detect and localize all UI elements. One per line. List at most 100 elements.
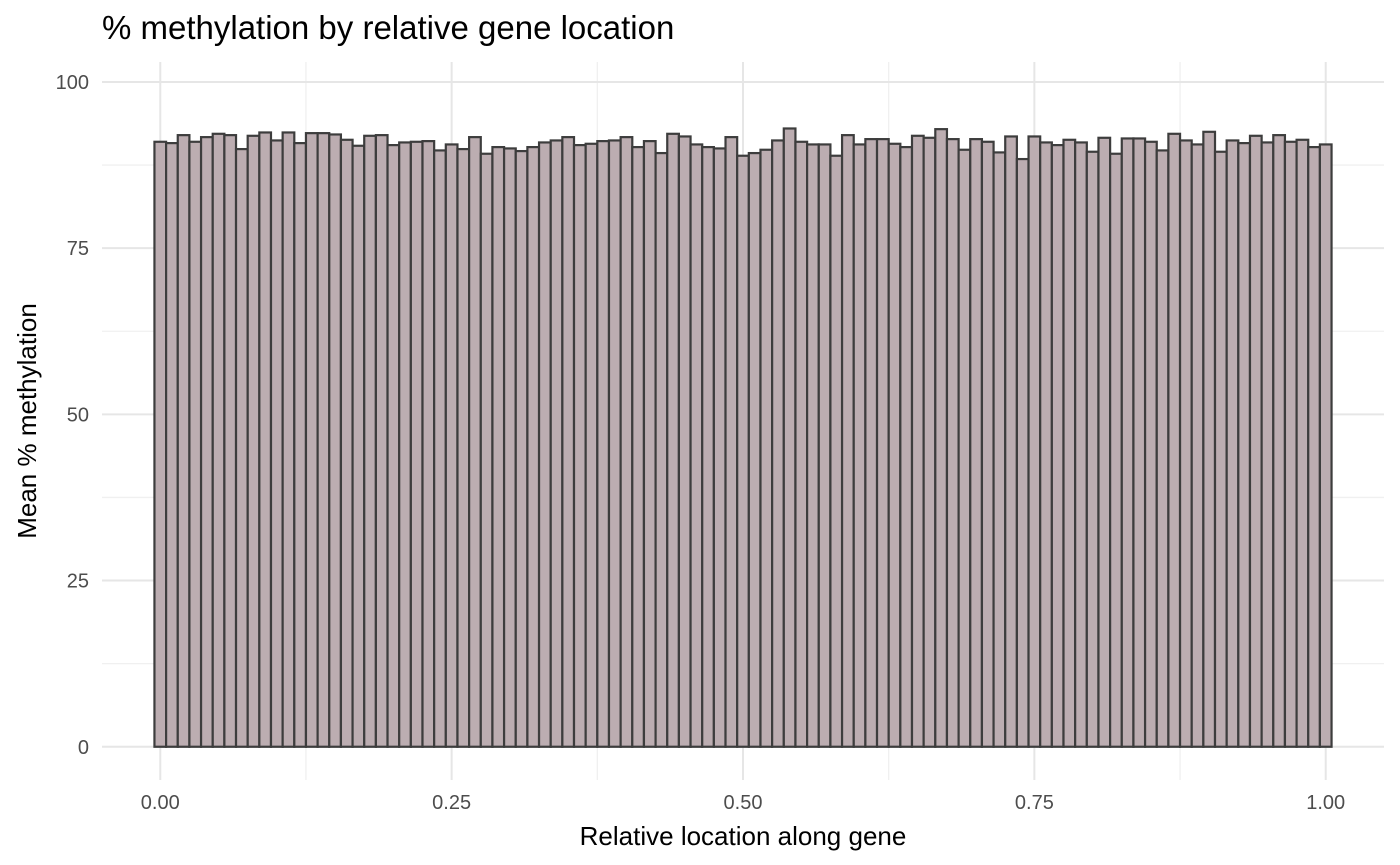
y-tick-label: 0 bbox=[78, 737, 89, 759]
bar bbox=[491, 145, 506, 748]
bar bbox=[1050, 144, 1065, 748]
bar bbox=[537, 141, 552, 748]
bar bbox=[642, 140, 657, 748]
bar bbox=[957, 148, 972, 748]
bar bbox=[1120, 137, 1135, 748]
bar bbox=[1004, 135, 1018, 748]
bar bbox=[1074, 141, 1088, 748]
y-tick-label: 75 bbox=[67, 238, 89, 260]
bar bbox=[619, 136, 634, 748]
bar bbox=[875, 138, 890, 748]
chart-title: % methylation by relative gene location bbox=[102, 9, 674, 46]
bar bbox=[234, 147, 249, 748]
bar bbox=[374, 134, 389, 748]
bar bbox=[736, 154, 750, 748]
bar bbox=[176, 134, 191, 748]
bar bbox=[433, 149, 447, 748]
bar bbox=[864, 138, 879, 748]
bar bbox=[281, 131, 296, 748]
bar bbox=[666, 132, 681, 748]
bar bbox=[444, 143, 459, 748]
y-axis-title: Mean % methylation bbox=[12, 303, 42, 539]
bar bbox=[188, 140, 203, 748]
bar bbox=[934, 128, 949, 748]
bar bbox=[1260, 141, 1275, 748]
bar bbox=[689, 143, 704, 748]
bar bbox=[677, 135, 692, 748]
bar bbox=[1318, 143, 1333, 748]
bar bbox=[293, 142, 308, 748]
bar bbox=[1202, 130, 1217, 748]
x-axis-title: Relative location along gene bbox=[580, 821, 907, 851]
bar bbox=[1283, 140, 1298, 748]
bar bbox=[1167, 132, 1182, 748]
bar bbox=[398, 141, 412, 748]
bar bbox=[1062, 138, 1077, 748]
bar bbox=[1143, 140, 1158, 748]
bar bbox=[1248, 134, 1263, 748]
bar bbox=[840, 134, 855, 748]
bar bbox=[759, 148, 774, 748]
x-tick-label: 1.00 bbox=[1306, 792, 1345, 814]
bar bbox=[1039, 141, 1053, 748]
bar bbox=[724, 136, 739, 748]
bar bbox=[852, 143, 867, 748]
bar bbox=[468, 136, 482, 748]
bar bbox=[922, 136, 937, 748]
bar bbox=[712, 147, 727, 748]
bar bbox=[386, 144, 401, 748]
bar bbox=[304, 132, 319, 748]
bar bbox=[805, 143, 820, 748]
bar bbox=[1097, 136, 1112, 748]
bar bbox=[165, 142, 179, 748]
bar bbox=[969, 138, 984, 748]
bar bbox=[269, 139, 284, 748]
bar bbox=[572, 144, 587, 748]
bar bbox=[596, 140, 611, 748]
bar bbox=[561, 136, 576, 748]
bar bbox=[1027, 135, 1042, 748]
bar bbox=[817, 143, 832, 748]
bar bbox=[1295, 138, 1310, 748]
bar bbox=[1190, 143, 1205, 748]
bar bbox=[456, 147, 471, 748]
y-tick-label: 25 bbox=[67, 571, 89, 593]
bar bbox=[747, 151, 762, 748]
bar bbox=[153, 140, 168, 748]
bar bbox=[502, 147, 517, 748]
bar bbox=[1155, 149, 1170, 748]
bar bbox=[1225, 139, 1240, 748]
bar bbox=[701, 145, 715, 748]
bar bbox=[409, 140, 424, 748]
bar bbox=[1015, 157, 1030, 748]
bar bbox=[584, 142, 599, 748]
bar bbox=[421, 140, 436, 748]
y-tick-label: 100 bbox=[56, 72, 89, 94]
bar bbox=[1307, 145, 1322, 748]
bars bbox=[153, 127, 1333, 748]
bar bbox=[363, 134, 377, 748]
x-tick-label: 0.75 bbox=[1015, 792, 1054, 814]
bar bbox=[211, 132, 226, 748]
bar bbox=[199, 136, 214, 748]
bar bbox=[782, 127, 797, 748]
bar bbox=[654, 151, 669, 748]
bar bbox=[631, 145, 646, 748]
bar bbox=[794, 140, 809, 748]
bar bbox=[549, 139, 564, 748]
bar bbox=[246, 134, 261, 748]
bar bbox=[1178, 139, 1193, 748]
bar bbox=[899, 145, 914, 748]
bar bbox=[829, 154, 844, 748]
bar bbox=[1213, 150, 1228, 748]
bar bbox=[328, 133, 343, 748]
bar bbox=[526, 145, 541, 748]
y-tick-label: 50 bbox=[67, 404, 89, 426]
x-tick-labels: 0.00 0.25 0.50 0.75 1.00 bbox=[141, 792, 1345, 814]
x-tick-label: 0.25 bbox=[432, 792, 471, 814]
x-tick-label: 0.50 bbox=[724, 792, 763, 814]
bar bbox=[339, 138, 354, 748]
bar bbox=[945, 138, 960, 748]
bar bbox=[1132, 137, 1147, 748]
